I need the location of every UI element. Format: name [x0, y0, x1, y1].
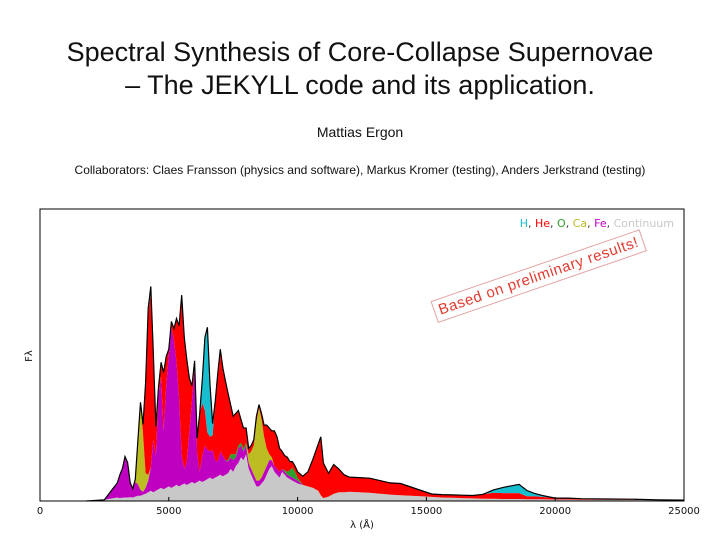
legend-separator: , — [528, 217, 535, 230]
total-flux-line — [86, 286, 685, 502]
layer-ca — [86, 327, 684, 501]
legend-separator: , — [607, 217, 614, 230]
collaborators-line: Collaborators: Claes Fransson (physics a… — [74, 163, 646, 177]
spectrum-chart: 0 5000 10000 15000 20000 25000 λ (Å) Fλ H, He… — [24, 208, 700, 531]
legend-separator: , — [550, 217, 557, 230]
author-name: Mattias Ergon — [316, 124, 404, 140]
x-tick-label: 15000 — [410, 506, 442, 517]
title-line-1: Spectral Synthesis of Core-Collapse Supe… — [66, 37, 654, 67]
layer-h — [86, 286, 684, 501]
layer-he — [86, 292, 684, 501]
legend-he: He — [535, 217, 550, 230]
legend-separator: , — [587, 217, 594, 230]
x-tick-label: 5000 — [156, 506, 181, 517]
title-line-2: – The JEKYLL code and its application. — [125, 70, 595, 100]
y-axis-label: Fλ — [24, 350, 35, 362]
legend: H, He, O, Ca, Fe, Continuum — [520, 217, 674, 230]
slide-title: Spectral Synthesis of Core-Collapse Supe… — [0, 36, 720, 102]
legend-ca: Ca — [573, 217, 587, 230]
layer-continuum — [86, 454, 684, 501]
x-tick-label: 20000 — [539, 506, 571, 517]
x-tick-label: 10000 — [282, 506, 314, 517]
x-tick-label: 25000 — [668, 506, 700, 517]
flux-layers — [86, 286, 684, 501]
legend-fe: Fe — [594, 217, 607, 230]
plot-frame — [39, 208, 685, 502]
layer-fe — [86, 327, 684, 501]
legend-o: O — [557, 217, 566, 230]
x-axis-ticks: 0 5000 10000 15000 20000 25000 — [37, 497, 700, 517]
x-axis-label: λ (Å) — [350, 518, 374, 531]
legend-separator: , — [566, 217, 573, 230]
x-tick-label: 0 — [37, 506, 43, 517]
legend-continuum: Continuum — [614, 217, 674, 230]
legend-h: H — [520, 217, 528, 230]
